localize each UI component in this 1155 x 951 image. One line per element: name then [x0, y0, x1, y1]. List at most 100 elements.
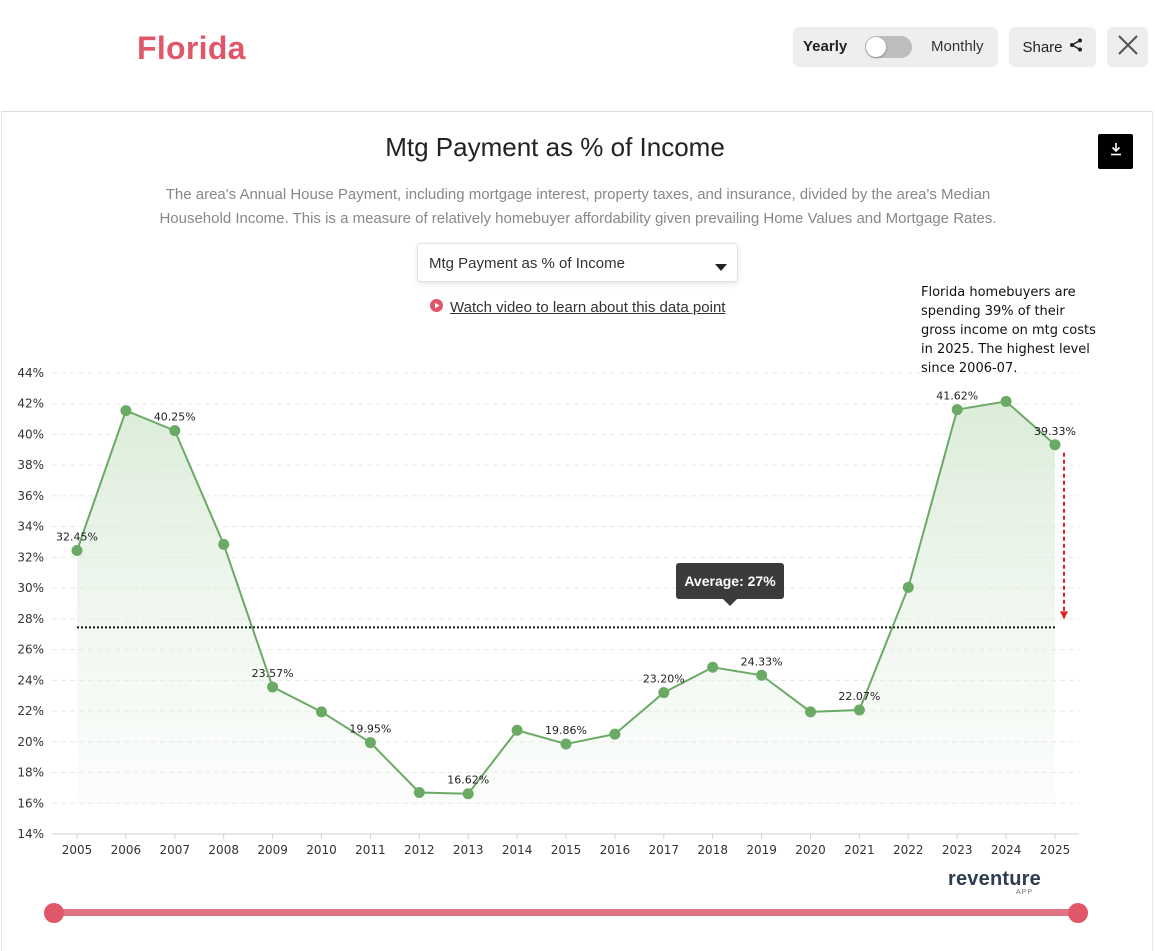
- y-tick-label: 42%: [17, 397, 44, 411]
- range-handle-end[interactable]: [1068, 903, 1088, 923]
- toggle-switch-knob[interactable]: [866, 37, 886, 57]
- x-tick-label: 2013: [453, 843, 484, 857]
- data-label: 19.95%: [349, 723, 391, 736]
- metric-select[interactable]: Mtg Payment as % of Income: [417, 243, 738, 282]
- data-point: [1049, 439, 1061, 451]
- year-range-slider[interactable]: [44, 902, 1090, 924]
- data-label: 40.25%: [154, 411, 196, 424]
- data-point: [707, 661, 719, 673]
- metric-select-value: Mtg Payment as % of Income: [429, 255, 625, 272]
- y-tick-label: 40%: [17, 427, 44, 441]
- data-label: 23.57%: [252, 667, 294, 680]
- area-fill: [77, 401, 1055, 804]
- chart-description: The area's Annual House Payment, includi…: [159, 186, 997, 227]
- x-tick-label: 2014: [502, 843, 533, 857]
- brand-logo: reventure APP: [948, 868, 1041, 896]
- average-tooltip-box: [676, 563, 784, 599]
- data-point: [805, 706, 816, 718]
- data-point: [951, 404, 963, 416]
- x-tick-label: 2012: [404, 843, 435, 857]
- download-button[interactable]: [1098, 134, 1133, 169]
- x-tick-label: 2022: [893, 843, 924, 857]
- toggle-yearly-label[interactable]: Yearly: [803, 38, 848, 55]
- data-label: 32.45%: [56, 530, 98, 543]
- average-tooltip-pointer: [723, 599, 737, 606]
- range-slider-track[interactable]: [53, 909, 1079, 916]
- x-tick-label: 2010: [306, 843, 337, 857]
- share-label: Share: [1022, 38, 1063, 56]
- data-point: [71, 544, 83, 556]
- x-tick-label: 2007: [160, 843, 191, 857]
- data-point: [1000, 395, 1012, 407]
- brand-name: reventure: [948, 868, 1041, 890]
- data-label: 19.86%: [545, 724, 587, 737]
- caret-down-icon: [715, 259, 727, 277]
- x-tick-label: 2017: [649, 843, 680, 857]
- x-tick-label: 2005: [62, 843, 93, 857]
- x-tick-label: 2008: [208, 843, 239, 857]
- x-tick-label: 2016: [600, 843, 631, 857]
- toggle-monthly-label[interactable]: Monthly: [931, 38, 984, 55]
- x-tick-label: 2023: [942, 843, 973, 857]
- data-point: [609, 728, 621, 740]
- data-point: [756, 669, 768, 681]
- trend-arrow-head: [1060, 611, 1068, 620]
- data-point: [853, 704, 865, 716]
- x-tick-label: 2020: [795, 843, 826, 857]
- data-label: 23.20%: [643, 673, 685, 686]
- y-tick-label: 22%: [17, 704, 44, 718]
- chart-panel: [1, 111, 1153, 951]
- y-tick-label: 34%: [17, 520, 44, 534]
- share-icon: [1069, 38, 1083, 56]
- y-tick-label: 28%: [17, 612, 44, 626]
- data-label: 24.33%: [741, 655, 783, 668]
- data-label: 22.07%: [838, 690, 880, 703]
- x-tick-label: 2021: [844, 843, 875, 857]
- x-tick-label: 2019: [746, 843, 777, 857]
- y-tick-label: 38%: [17, 458, 44, 472]
- y-tick-label: 30%: [17, 581, 44, 595]
- page-title: Florida: [137, 30, 246, 66]
- data-label: 41.62%: [936, 390, 978, 403]
- toggle-switch[interactable]: [865, 36, 912, 58]
- y-tick-label: 26%: [17, 643, 44, 657]
- data-label: 16.62%: [447, 774, 489, 787]
- yearly-monthly-toggle[interactable]: Yearly Monthly: [793, 27, 998, 67]
- chart-annotation: Florida homebuyers are spending 39% of t…: [921, 285, 1096, 376]
- close-button[interactable]: [1107, 27, 1148, 67]
- average-label: Average: 27%: [684, 573, 776, 589]
- watch-video-link[interactable]: Watch video to learn about this data poi…: [430, 299, 725, 316]
- x-tick-label: 2018: [697, 843, 728, 857]
- close-icon: [1117, 34, 1139, 61]
- x-tick-label: 2006: [111, 843, 142, 857]
- y-tick-label: 18%: [17, 766, 44, 780]
- y-tick-label: 20%: [17, 735, 44, 749]
- data-point: [413, 787, 425, 799]
- y-tick-label: 36%: [17, 489, 44, 503]
- chart-title: Mtg Payment as % of Income: [385, 132, 725, 162]
- share-button[interactable]: Share: [1009, 27, 1096, 67]
- watch-video-label[interactable]: Watch video to learn about this data poi…: [450, 299, 726, 316]
- data-point: [316, 706, 327, 718]
- data-point: [511, 724, 523, 736]
- y-tick-label: 24%: [17, 673, 44, 687]
- data-point: [560, 738, 572, 750]
- data-label: 39.33%: [1034, 425, 1076, 438]
- data-point: [120, 405, 132, 417]
- x-tick-label: 2025: [1040, 843, 1071, 857]
- x-tick-label: 2009: [257, 843, 288, 857]
- data-point: [658, 687, 670, 699]
- top-bar: Florida Yearly Monthly Share: [0, 0, 1155, 100]
- range-handle-start[interactable]: [44, 903, 64, 923]
- y-tick-label: 14%: [17, 827, 44, 841]
- brand-sub: APP: [1016, 889, 1034, 896]
- data-point: [902, 581, 914, 593]
- data-point: [364, 737, 376, 749]
- download-icon: [1109, 142, 1123, 161]
- data-point: [169, 425, 181, 437]
- y-tick-label: 32%: [17, 550, 44, 564]
- x-tick-label: 2015: [551, 843, 582, 857]
- play-icon: [430, 299, 443, 316]
- x-tick-label: 2024: [991, 843, 1022, 857]
